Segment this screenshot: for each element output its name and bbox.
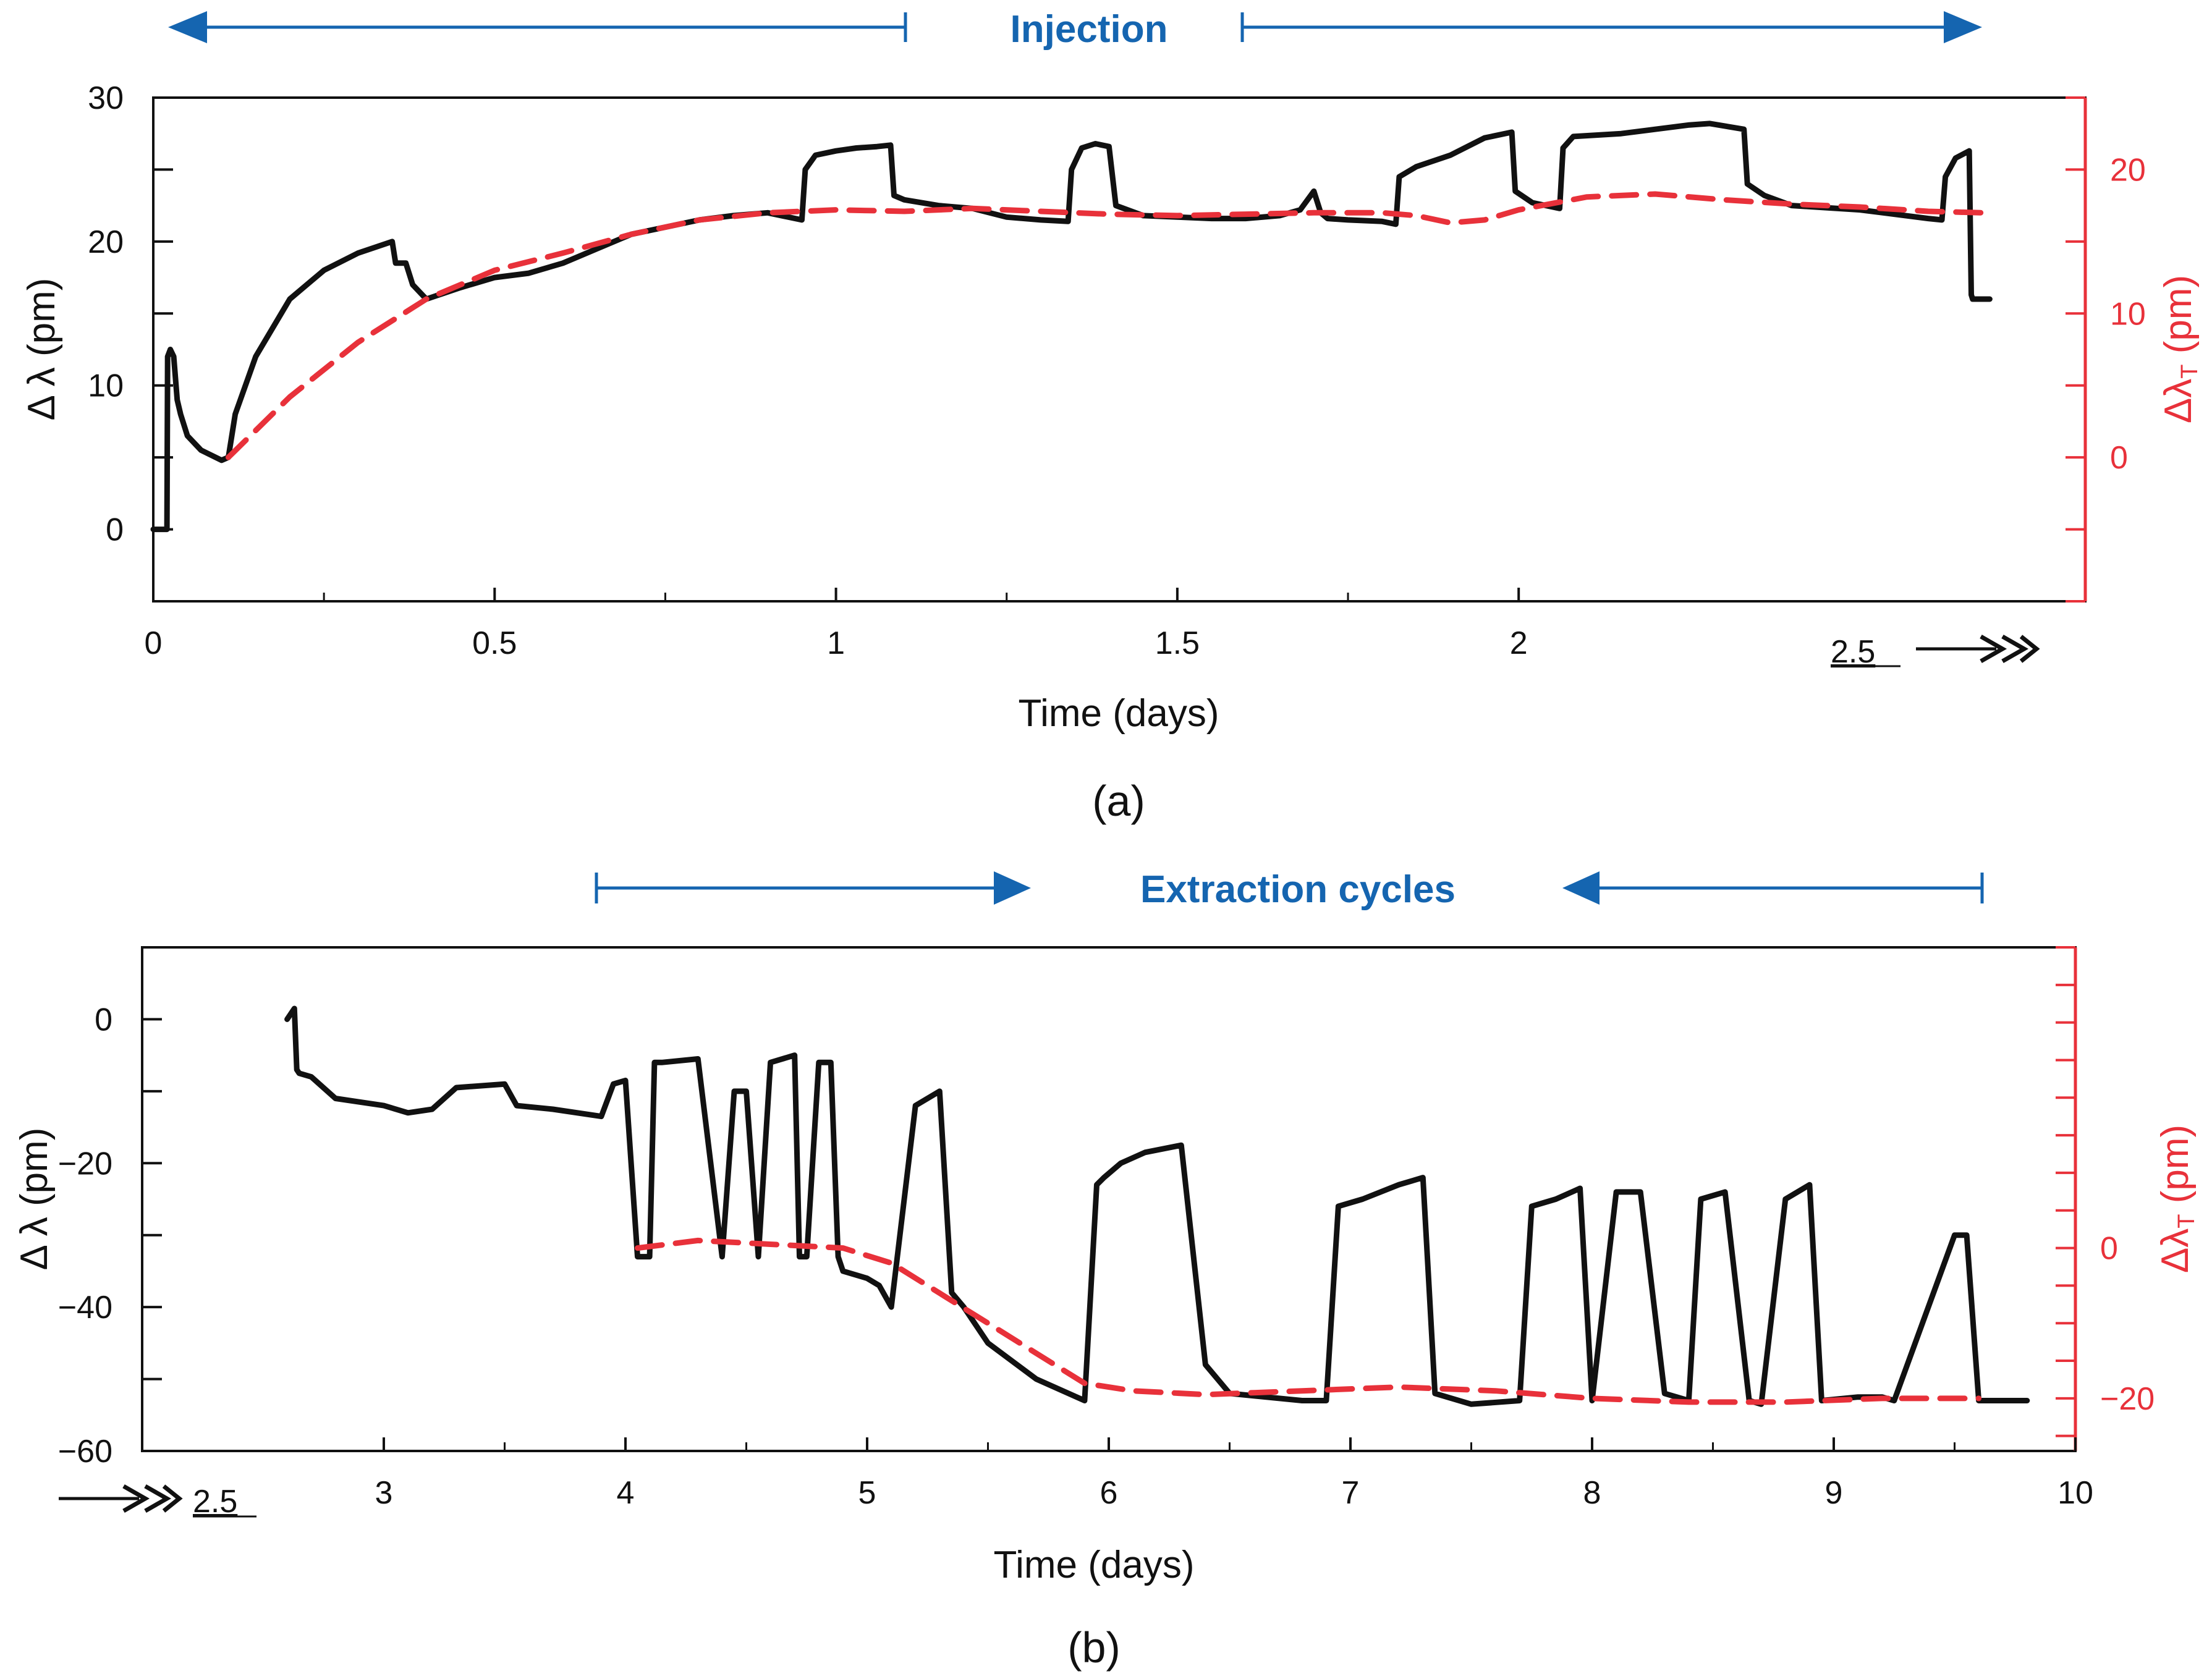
chevron-icon	[2001, 634, 2029, 664]
y-axis-title-right-a: ΔλT (pm)	[2157, 275, 2203, 423]
y-axis-title-a: Δ λ (pm)	[20, 278, 63, 421]
x-ticks-b: 3 4 5 6 7 8 9 10	[375, 1437, 2093, 1511]
series-b	[284, 1005, 2030, 1407]
y-right-tick-label: 20	[2110, 152, 2146, 188]
caption-a: (a)	[1092, 777, 1145, 825]
continuation-label-b: 2.5	[193, 1484, 237, 1520]
banner-arrowhead-right	[1944, 11, 1982, 43]
x-tick-label: 5	[858, 1475, 876, 1511]
y-tick-label: −60	[58, 1434, 112, 1470]
x-tick-label: 6	[1100, 1475, 1118, 1511]
series-a	[150, 121, 1993, 533]
extraction-cycles-label: Extraction cycles	[1140, 868, 1456, 911]
y-right-title-unit: (pm)	[2157, 275, 2200, 365]
chevron-icon	[1980, 634, 2007, 664]
y-axis-title-right-b: ΔλT (pm)	[2154, 1125, 2200, 1273]
y-right-tick-label: −20	[2100, 1381, 2155, 1417]
panel-b: Extraction cycles 3 4 5 6 7 8 9 10 −60 −40 −20 0 −…	[13, 868, 2200, 1672]
x-tick-label: 8	[1583, 1475, 1601, 1511]
x-tick-label: 0	[145, 625, 163, 661]
series-line-delta-lambda	[150, 121, 1993, 533]
chevron-icon	[144, 1484, 172, 1513]
continuation-label-a: 2.5	[1831, 634, 1875, 670]
continuation-b: 2.5	[59, 1484, 256, 1520]
extraction-banner: Extraction cycles	[595, 868, 1984, 911]
x-tick-label: 2	[1510, 625, 1528, 661]
banner-arrowhead-left-b	[994, 871, 1031, 905]
x-axis-title-b: Time (days)	[994, 1544, 1195, 1586]
y-right-title-unit: (pm)	[2154, 1125, 2197, 1214]
y-tick-label: −40	[58, 1290, 112, 1326]
x-tick-label: 0.5	[472, 625, 517, 661]
y-right-title-sub: T	[2177, 365, 2203, 379]
y-right-title-sub: T	[2174, 1214, 2200, 1229]
series-line-thermal	[635, 1237, 1982, 1405]
y-tick-label: 10	[88, 368, 124, 404]
chevron-icon	[162, 1484, 183, 1513]
y-right-tick-label: 10	[2110, 296, 2146, 332]
y-right-tick-label: 0	[2100, 1231, 2118, 1267]
x-axis-title-a: Time (days)	[1019, 692, 1219, 735]
y-ticks-right-b: −20 0	[2056, 946, 2155, 1437]
banner-arrowhead-left	[168, 11, 207, 43]
y-right-tick-label: 0	[2110, 440, 2128, 476]
y-tick-label: 0	[95, 1002, 112, 1038]
x-tick-label: 1	[827, 625, 845, 661]
banner-arrowhead-right-b	[1562, 871, 1600, 905]
series-line-delta-lambda	[284, 1005, 2030, 1407]
x-ticks-a: 0 0.5 1 1.5 2	[145, 588, 1528, 661]
y-tick-label: 0	[106, 512, 124, 548]
caption-b: (b)	[1067, 1623, 1121, 1672]
series-line-thermal	[226, 191, 1986, 460]
chevron-icon	[122, 1484, 150, 1513]
y-ticks-b: −60 −40 −20 0	[58, 1002, 162, 1470]
injection-banner: Injection	[168, 8, 1982, 51]
x-tick-label: 7	[1342, 1475, 1360, 1511]
panel-a: Injection 0 0.5 1 1.5 2 0 10 20 30 0 10 20 2.5 Ti…	[20, 8, 2203, 825]
y-tick-label: −20	[58, 1146, 112, 1182]
y-ticks-right-a: 0 10 20	[2066, 96, 2146, 603]
x-tick-label: 3	[375, 1475, 393, 1511]
y-right-title-main: Δλ	[2154, 1229, 2197, 1273]
x-tick-label: 9	[1825, 1475, 1843, 1511]
y-axis-title-b: Δ λ (pm)	[13, 1128, 56, 1271]
plot-frame-a	[152, 96, 2087, 603]
y-ticks-a: 0 10 20 30	[88, 80, 173, 548]
injection-label: Injection	[1011, 8, 1168, 51]
y-tick-label: 20	[88, 224, 124, 260]
x-tick-label: 1.5	[1155, 625, 1200, 661]
continuation-a: 2.5	[1831, 634, 2040, 670]
x-tick-label: 4	[617, 1475, 635, 1511]
y-right-title-main: Δλ	[2157, 379, 2200, 423]
x-tick-label: 10	[2057, 1475, 2093, 1511]
y-tick-label: 30	[88, 80, 124, 116]
chevron-icon	[2019, 635, 2040, 663]
